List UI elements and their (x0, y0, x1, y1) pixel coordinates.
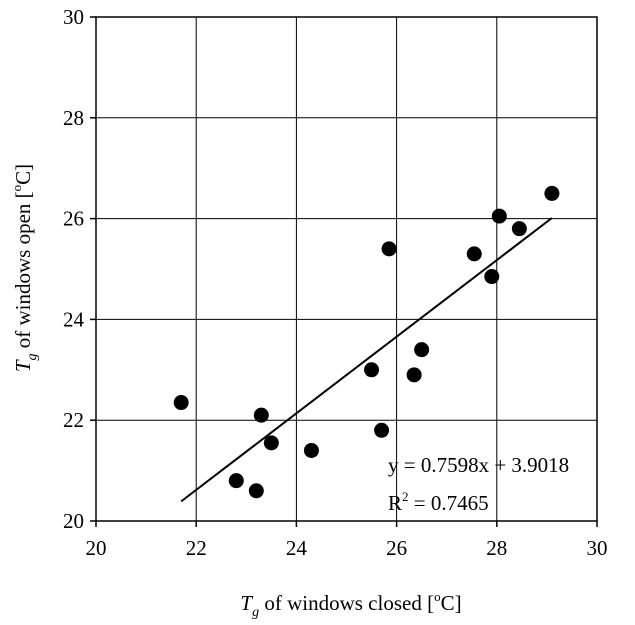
y-axis-subscript: g (25, 353, 40, 360)
x-tick-label: 28 (486, 536, 507, 560)
y-axis-text: of windows open [ (11, 191, 35, 353)
data-points (173, 185, 560, 499)
data-point (263, 435, 279, 451)
x-axis-unit: C] (441, 591, 462, 615)
data-point (511, 221, 527, 237)
y-tick-labels: 20 22 24 26 28 30 (63, 5, 96, 533)
x-tick-label: 20 (86, 536, 107, 560)
r2-superscript: 2 (402, 489, 409, 504)
x-tick-label: 24 (286, 536, 308, 560)
r2-prefix: R (388, 491, 402, 515)
x-tick-label: 22 (186, 536, 207, 560)
data-point (248, 483, 264, 499)
x-tick-label: 30 (587, 536, 608, 560)
y-axis-label: Tg of windows open [oC] (9, 164, 40, 372)
y-axis-unit: C] (11, 164, 35, 185)
x-tick-labels: 20 22 24 26 28 30 (86, 521, 608, 560)
data-point (253, 407, 269, 423)
y-tick-label: 26 (63, 207, 84, 231)
x-tick-label: 26 (386, 536, 407, 560)
plot-area (95, 16, 598, 522)
grid-lines (95, 16, 598, 522)
y-axis-superscript: o (9, 185, 24, 192)
data-point (491, 208, 507, 224)
x-axis-text: of windows closed [ (259, 591, 434, 615)
y-tick-label: 22 (63, 408, 84, 432)
data-point (466, 246, 482, 262)
data-point (381, 241, 397, 257)
data-point (406, 367, 422, 383)
x-axis-symbol: T (240, 591, 253, 615)
y-tick-label: 24 (63, 307, 85, 331)
x-axis-label: Tg of windows closed [oC] (240, 589, 461, 620)
y-axis-symbol: T (11, 359, 35, 372)
data-point (374, 422, 390, 438)
x-axis-superscript: o (434, 589, 441, 604)
y-tick-label: 20 (63, 509, 84, 533)
r-squared-label: R2 = 0.7465 (388, 489, 489, 515)
data-point (484, 269, 500, 285)
x-axis-subscript: g (252, 605, 259, 620)
data-point (544, 185, 560, 201)
r2-value: = 0.7465 (409, 491, 489, 515)
data-point (303, 442, 319, 458)
data-point (228, 473, 244, 489)
equation-label: y = 0.7598x + 3.9018 (388, 453, 569, 477)
data-point (173, 395, 189, 411)
trendline (180, 217, 553, 503)
y-tick-label: 28 (63, 106, 84, 130)
y-tick-label: 30 (63, 5, 84, 29)
data-point (414, 342, 430, 358)
trendline-group (180, 217, 553, 503)
data-point (364, 362, 380, 378)
